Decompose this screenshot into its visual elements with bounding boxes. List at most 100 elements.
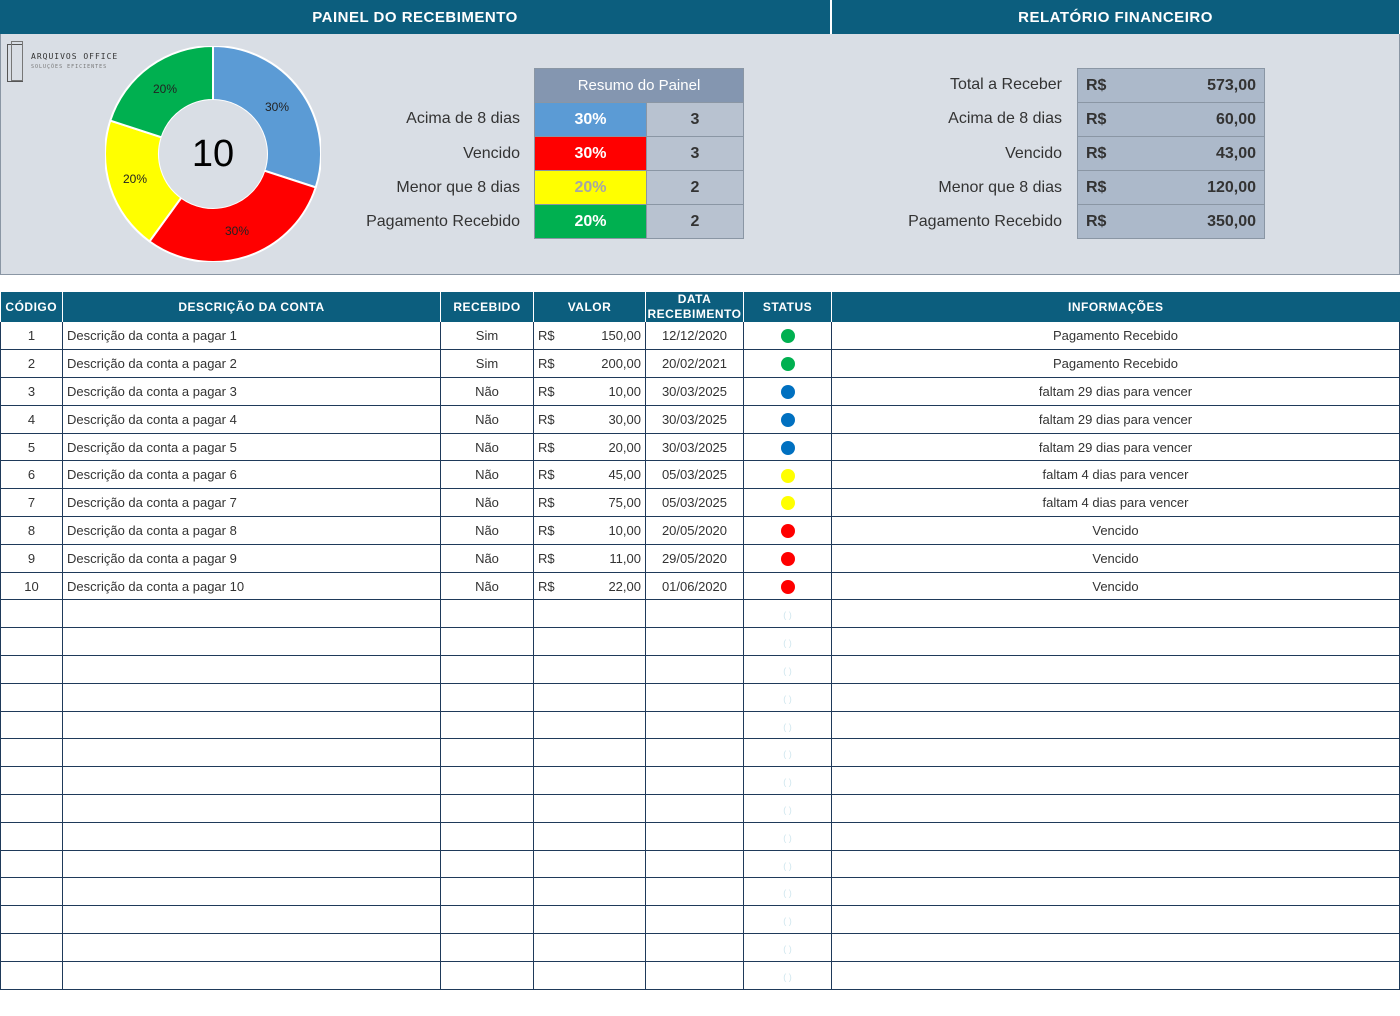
cell-empty[interactable]: ( ) bbox=[743, 905, 832, 935]
cell-info[interactable]: Vencido bbox=[831, 516, 1400, 545]
col-header-code[interactable]: CÓDIGO bbox=[0, 292, 63, 322]
cell-empty[interactable] bbox=[533, 905, 646, 935]
cell-code[interactable]: 5 bbox=[0, 433, 63, 462]
cell-empty[interactable] bbox=[533, 627, 646, 657]
cell-empty[interactable]: ( ) bbox=[743, 627, 832, 657]
cell-info[interactable]: faltam 29 dias para vencer bbox=[831, 433, 1400, 462]
cell-empty[interactable] bbox=[533, 683, 646, 712]
cell-received[interactable]: Não bbox=[440, 460, 534, 490]
cell-empty[interactable] bbox=[0, 877, 63, 907]
cell-description[interactable]: Descrição da conta a pagar 9 bbox=[62, 544, 441, 573]
cell-empty[interactable]: ( ) bbox=[743, 961, 832, 990]
cell-empty[interactable] bbox=[62, 738, 441, 768]
cell-status[interactable] bbox=[743, 349, 832, 379]
cell-empty[interactable] bbox=[533, 766, 646, 796]
cell-date[interactable]: 05/03/2025 bbox=[645, 488, 744, 518]
cell-status[interactable] bbox=[743, 405, 832, 434]
cell-value[interactable]: R$ 45,00 bbox=[533, 460, 646, 490]
cell-received[interactable]: Não bbox=[440, 516, 534, 545]
cell-empty[interactable] bbox=[533, 738, 646, 768]
col-header-info[interactable]: INFORMAÇÕES bbox=[831, 292, 1400, 322]
cell-empty[interactable] bbox=[831, 766, 1400, 796]
cell-empty[interactable]: ( ) bbox=[743, 766, 832, 796]
cell-empty[interactable]: ( ) bbox=[743, 933, 832, 962]
cell-received[interactable]: Não bbox=[440, 377, 534, 406]
cell-empty[interactable] bbox=[831, 711, 1400, 740]
cell-empty[interactable] bbox=[831, 961, 1400, 990]
col-header-received[interactable]: RECEBIDO bbox=[440, 292, 534, 322]
cell-status[interactable] bbox=[743, 544, 832, 573]
cell-empty[interactable]: ( ) bbox=[743, 794, 832, 823]
cell-empty[interactable]: ( ) bbox=[743, 711, 832, 740]
cell-empty[interactable] bbox=[0, 738, 63, 768]
cell-status[interactable] bbox=[743, 322, 832, 351]
cell-empty[interactable] bbox=[62, 683, 441, 712]
cell-status[interactable] bbox=[743, 460, 832, 490]
cell-status[interactable] bbox=[743, 572, 832, 601]
cell-empty[interactable] bbox=[0, 599, 63, 629]
cell-empty[interactable] bbox=[831, 599, 1400, 629]
cell-date[interactable]: 20/02/2021 bbox=[645, 349, 744, 379]
cell-empty[interactable] bbox=[0, 627, 63, 657]
cell-empty[interactable] bbox=[831, 850, 1400, 879]
cell-code[interactable]: 6 bbox=[0, 460, 63, 490]
cell-info[interactable]: Vencido bbox=[831, 544, 1400, 573]
cell-description[interactable]: Descrição da conta a pagar 4 bbox=[62, 405, 441, 434]
cell-empty[interactable] bbox=[62, 850, 441, 879]
cell-value[interactable]: R$ 20,00 bbox=[533, 433, 646, 462]
cell-empty[interactable]: ( ) bbox=[743, 655, 832, 684]
cell-empty[interactable] bbox=[645, 961, 744, 990]
cell-date[interactable]: 01/06/2020 bbox=[645, 572, 744, 601]
cell-value[interactable]: R$ 11,00 bbox=[533, 544, 646, 573]
cell-empty[interactable] bbox=[62, 961, 441, 990]
cell-empty[interactable] bbox=[0, 683, 63, 712]
cell-empty[interactable] bbox=[440, 850, 534, 879]
col-header-date[interactable]: DATA RECEBIMENTO bbox=[645, 292, 744, 322]
cell-empty[interactable] bbox=[645, 877, 744, 907]
cell-empty[interactable] bbox=[0, 933, 63, 962]
cell-code[interactable]: 10 bbox=[0, 572, 63, 601]
cell-value[interactable]: R$ 10,00 bbox=[533, 516, 646, 545]
cell-status[interactable] bbox=[743, 377, 832, 406]
cell-empty[interactable]: ( ) bbox=[743, 738, 832, 768]
cell-empty[interactable] bbox=[533, 850, 646, 879]
cell-empty[interactable] bbox=[645, 933, 744, 962]
cell-empty[interactable] bbox=[440, 905, 534, 935]
cell-empty[interactable] bbox=[645, 905, 744, 935]
cell-empty[interactable] bbox=[645, 794, 744, 823]
cell-code[interactable]: 7 bbox=[0, 488, 63, 518]
cell-received[interactable]: Sim bbox=[440, 349, 534, 379]
cell-empty[interactable] bbox=[440, 877, 534, 907]
cell-received[interactable]: Não bbox=[440, 433, 534, 462]
cell-info[interactable]: Pagamento Recebido bbox=[831, 349, 1400, 379]
cell-empty[interactable] bbox=[645, 850, 744, 879]
cell-empty[interactable] bbox=[831, 655, 1400, 684]
cell-date[interactable]: 29/05/2020 bbox=[645, 544, 744, 573]
cell-status[interactable] bbox=[743, 516, 832, 545]
col-header-status[interactable]: STATUS bbox=[743, 292, 832, 322]
cell-received[interactable]: Não bbox=[440, 572, 534, 601]
cell-empty[interactable] bbox=[62, 822, 441, 851]
cell-empty[interactable] bbox=[533, 961, 646, 990]
cell-empty[interactable]: ( ) bbox=[743, 822, 832, 851]
cell-empty[interactable] bbox=[645, 822, 744, 851]
cell-empty[interactable] bbox=[645, 655, 744, 684]
cell-empty[interactable] bbox=[533, 599, 646, 629]
cell-empty[interactable] bbox=[0, 961, 63, 990]
cell-empty[interactable] bbox=[533, 655, 646, 684]
cell-empty[interactable] bbox=[831, 683, 1400, 712]
cell-empty[interactable] bbox=[831, 877, 1400, 907]
cell-empty[interactable] bbox=[440, 794, 534, 823]
cell-empty[interactable] bbox=[533, 933, 646, 962]
cell-info[interactable]: faltam 4 dias para vencer bbox=[831, 460, 1400, 490]
cell-description[interactable]: Descrição da conta a pagar 2 bbox=[62, 349, 441, 379]
cell-empty[interactable] bbox=[645, 711, 744, 740]
cell-value[interactable]: R$ 200,00 bbox=[533, 349, 646, 379]
cell-code[interactable]: 9 bbox=[0, 544, 63, 573]
col-header-value[interactable]: VALOR bbox=[533, 292, 646, 322]
cell-empty[interactable] bbox=[645, 683, 744, 712]
cell-received[interactable]: Não bbox=[440, 544, 534, 573]
cell-empty[interactable] bbox=[440, 822, 534, 851]
cell-empty[interactable] bbox=[0, 850, 63, 879]
cell-description[interactable]: Descrição da conta a pagar 10 bbox=[62, 572, 441, 601]
